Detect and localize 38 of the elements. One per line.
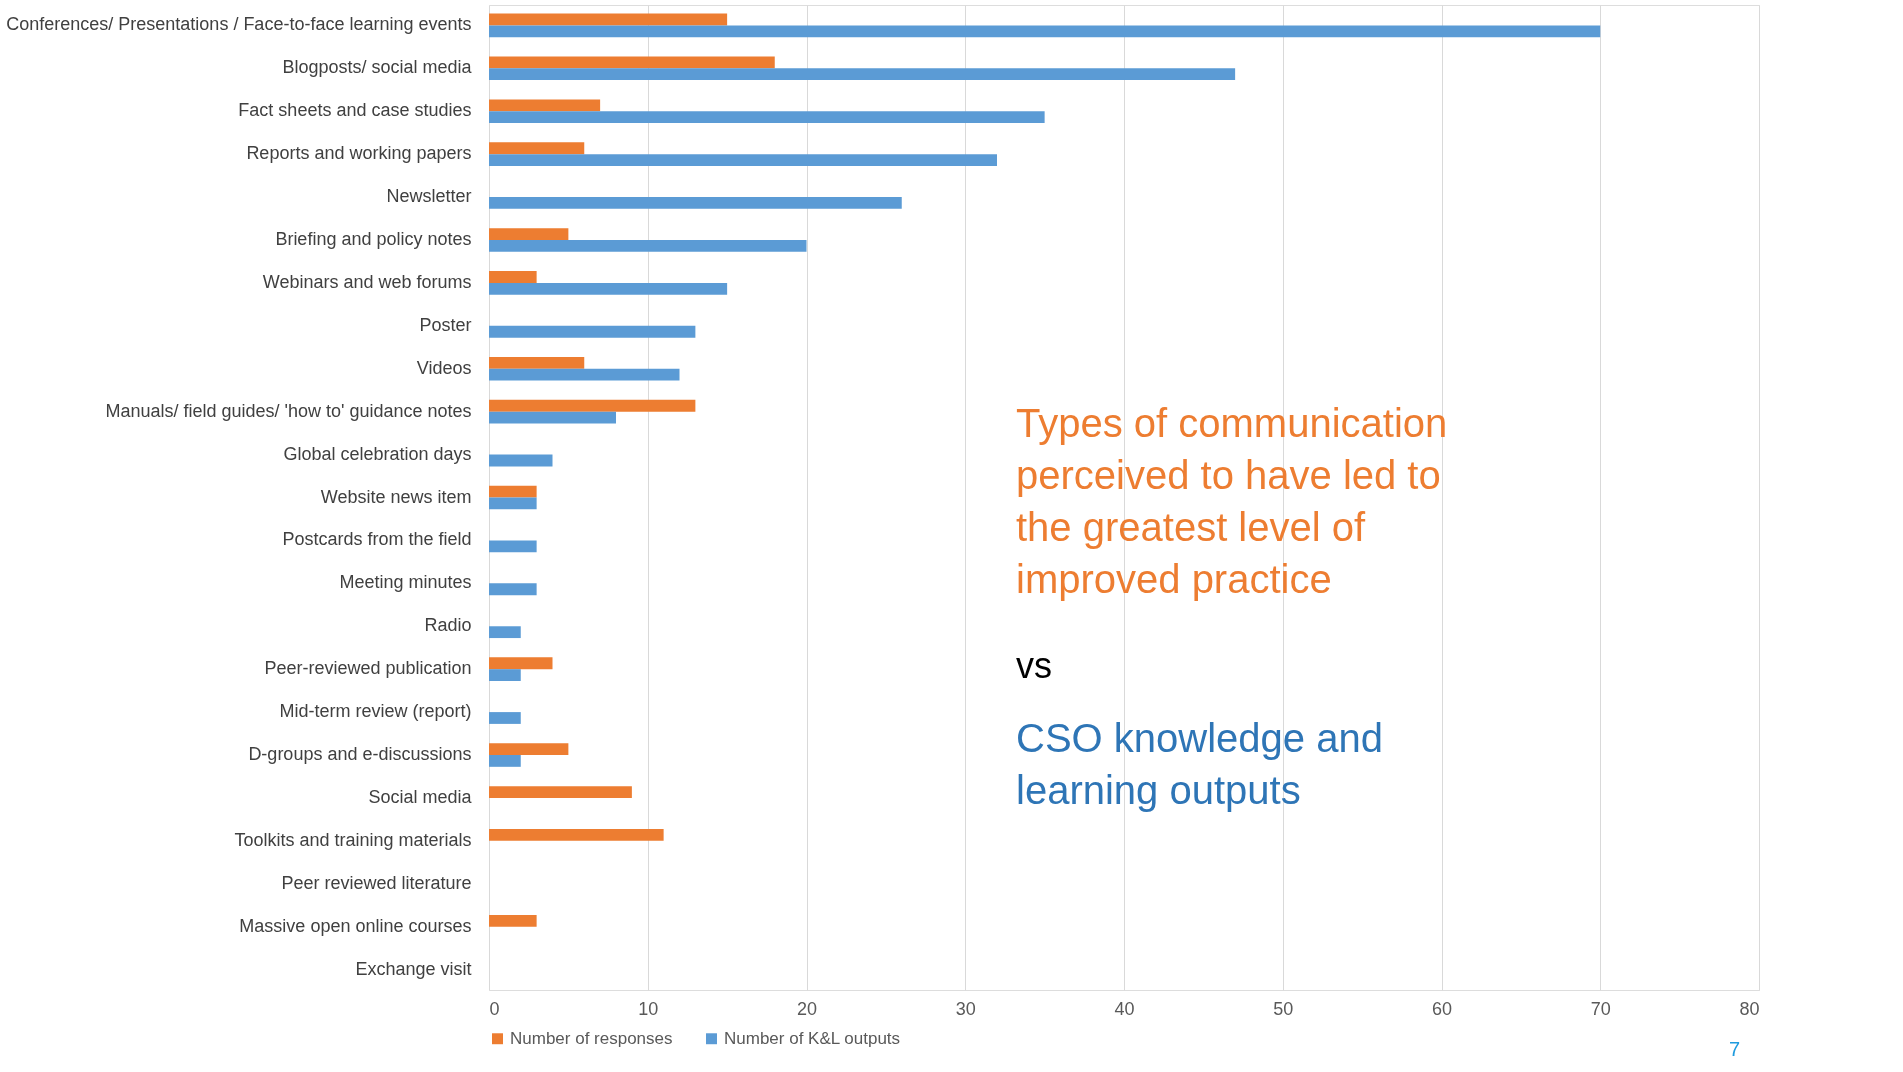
y-tick-label: Website news item	[320, 486, 472, 507]
x-tick-label: 50	[1273, 998, 1294, 1019]
x-tick-label: 0	[489, 998, 500, 1019]
y-tick-label: Global celebration days	[283, 443, 472, 464]
x-tick-label: 10	[638, 998, 659, 1019]
x-tick-label: 70	[1590, 998, 1611, 1019]
y-tick-label: Massive open online courses	[239, 915, 472, 936]
legend-label: Number of responses	[510, 1028, 673, 1048]
y-tick-label: Manuals/ field guides/ 'how to' guidance notes	[105, 400, 472, 421]
annotation: vs	[1016, 645, 1052, 686]
x-tick-label: 30	[955, 998, 976, 1019]
y-tick-label: Webinars and web forums	[262, 271, 472, 292]
y-tick-label: Peer reviewed literature	[281, 872, 472, 893]
y-tick-label: Social media	[368, 786, 473, 807]
legend-label: Number of K&L outputs	[724, 1028, 901, 1048]
y-tick-label: Reports and working papers	[246, 143, 472, 164]
y-tick-label: Mid-term review (report)	[279, 701, 472, 722]
annotation: Types of communication perceived to have led to the greatest level of improved practice	[1016, 401, 1448, 601]
y-tick-label: Fact sheets and case studies	[238, 100, 472, 121]
y-tick-label: Videos	[416, 357, 472, 378]
y-tick-label: Meeting minutes	[339, 572, 472, 593]
x-tick-label: 60	[1431, 998, 1453, 1019]
y-tick-label: Blogposts/ social media	[282, 57, 473, 78]
x-tick-label: 80	[1739, 998, 1760, 1019]
x-tick-label: 40	[1114, 998, 1135, 1019]
y-tick-label: Newsletter	[386, 186, 472, 207]
y-tick-label: Conferences/ Presentations / Face-to-face learning events	[6, 14, 472, 35]
x-tick-label: 20	[796, 998, 818, 1019]
text: 7	[1729, 1038, 1741, 1060]
y-tick-label: Radio	[424, 615, 472, 636]
y-tick-label: Postcards from the field	[282, 529, 472, 550]
y-tick-label: Toolkits and training materials	[234, 829, 472, 850]
y-tick-label: Peer-reviewed publication	[264, 658, 472, 679]
annotation: CSO knowledge and learning outputs	[1016, 716, 1383, 812]
y-tick-label: Exchange visit	[355, 958, 472, 979]
y-tick-label: Briefing and policy notes	[275, 228, 472, 249]
y-tick-label: D-groups and e-discussions	[248, 744, 472, 765]
y-tick-label: Poster	[419, 314, 472, 335]
